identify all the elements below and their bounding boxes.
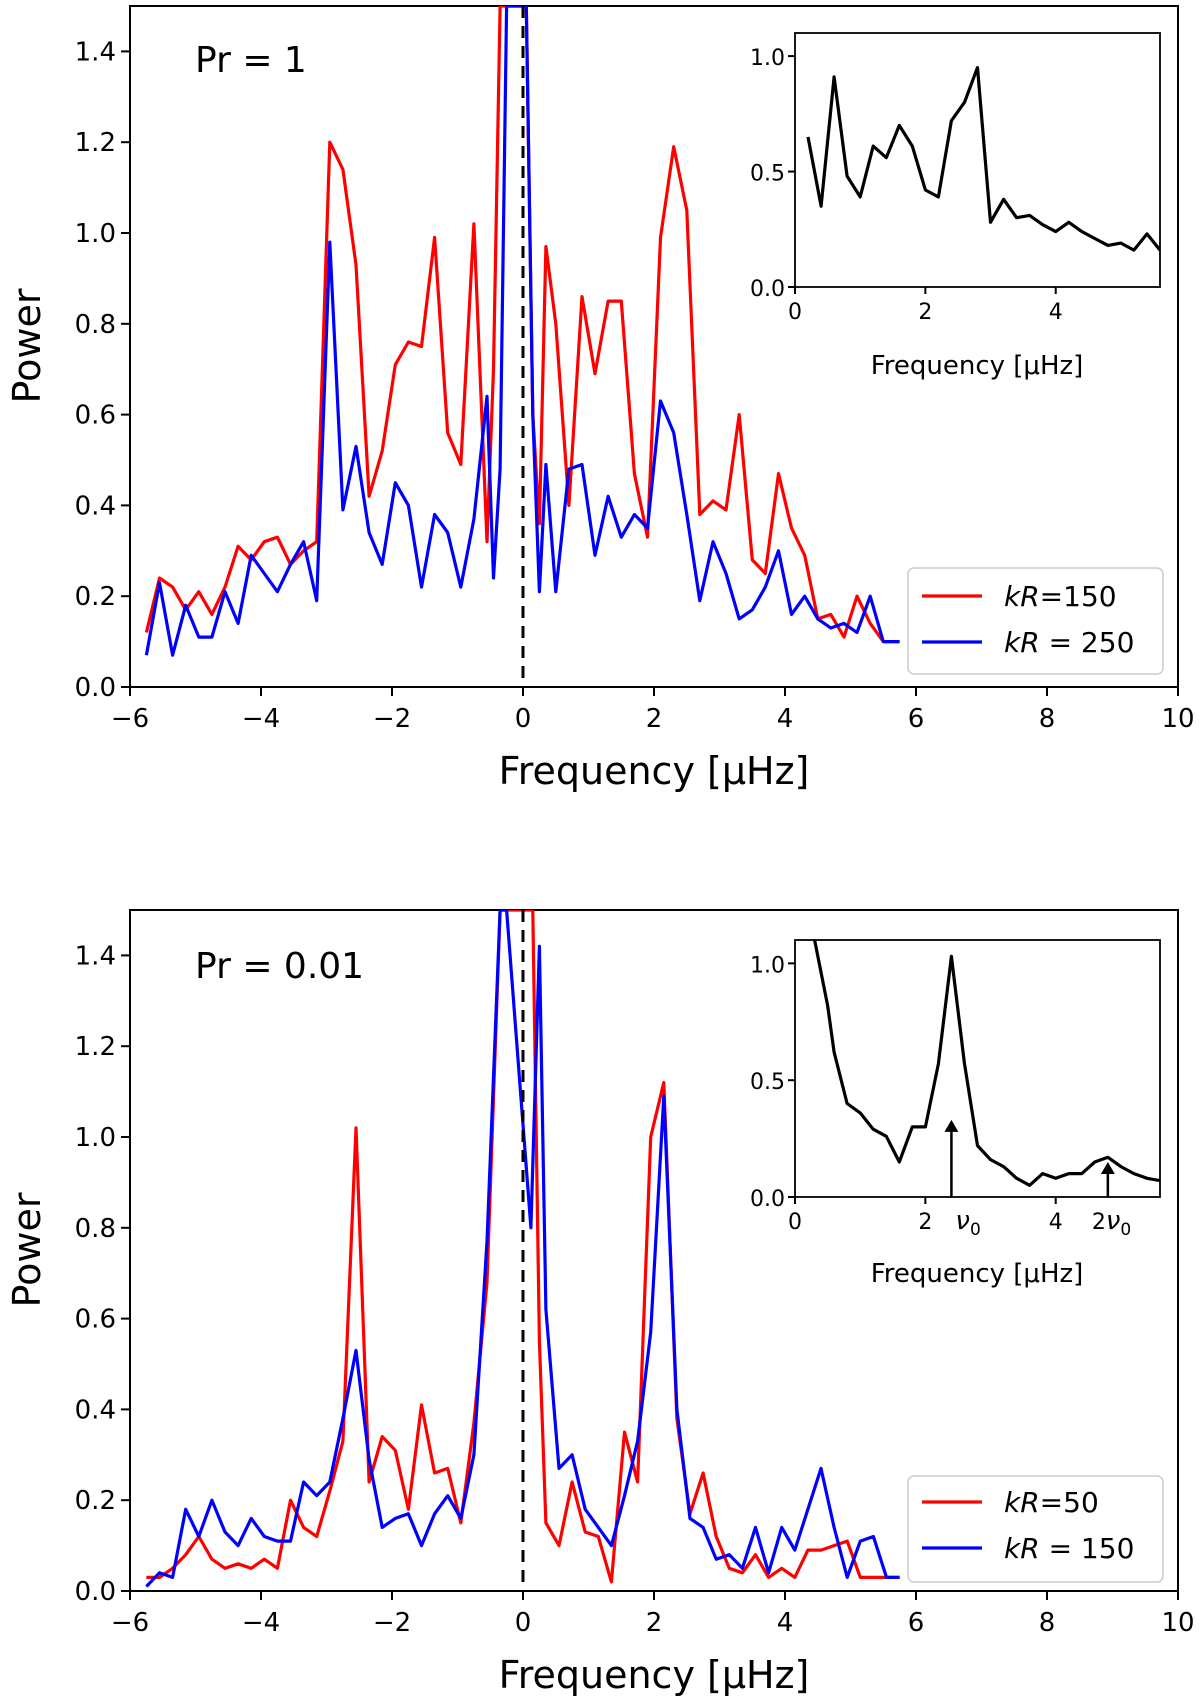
y-tick-label: 1.4 [75, 37, 116, 67]
inset-y-ticks: 0.0 0.5 1.0 [750, 46, 795, 302]
x-tick-label: 4 [777, 1608, 794, 1638]
x-tick-label: 2 [918, 1210, 932, 1235]
y-axis-label: Power [5, 288, 49, 403]
inset-frame [794, 939, 1161, 1198]
inset-spectrum-line [806, 66, 1160, 252]
inset-x-ticks: 0 2 4 [788, 1197, 1063, 1235]
y-tick-label: 0.0 [75, 673, 116, 703]
y-tick-label: 0.8 [75, 310, 116, 340]
x-tick-label: 6 [908, 1608, 925, 1638]
chart-panel-top: 0.0 0.2 0.4 0.6 0.8 1.0 1.2 1.4 −6 −4 −2 0 2 4 6 8 10 P… [5, 5, 1195, 793]
x-tick-label: 2 [918, 300, 932, 325]
legend-label-kr150: kR = 150 [1004, 1532, 1134, 1565]
y-tick-label: 0.6 [75, 1305, 116, 1335]
legend-label-kr50: kR=50 [1004, 1486, 1099, 1519]
y-tick-label: 0.4 [75, 1395, 116, 1425]
x-ticks: −6 −4 −2 0 2 4 6 8 10 [111, 1591, 1195, 1638]
x-tick-label: 6 [908, 704, 925, 734]
annotation-arrow-head [944, 1119, 959, 1132]
legend-label-kr150: kR=150 [1004, 580, 1117, 613]
x-tick-label: −6 [111, 704, 149, 734]
x-tick-label: 4 [777, 704, 794, 734]
y-tick-label: 0.2 [75, 1486, 116, 1516]
x-tick-label: −2 [373, 1608, 411, 1638]
panel-title: Pr = 0.01 [195, 946, 364, 987]
inset-x-axis-label: Frequency [μHz] [871, 351, 1084, 381]
x-ticks: −6 −4 −2 0 2 4 6 8 10 [111, 687, 1195, 734]
x-tick-label: 10 [1161, 1608, 1194, 1638]
y-tick-label: 0.0 [75, 1577, 116, 1607]
y-tick-label: 0.0 [750, 277, 785, 302]
series-line-kr150 [144, 6, 900, 644]
y-tick-label: 1.2 [75, 128, 116, 158]
plot-area [144, 6, 900, 687]
inset-x-axis-label: Frequency [μHz] [871, 1259, 1084, 1289]
y-tick-label: 1.2 [75, 1032, 116, 1062]
plot-area [145, 910, 900, 1591]
x-tick-label: 0 [788, 1210, 802, 1235]
y-tick-label: 1.0 [75, 1123, 116, 1153]
y-tick-label: 0.4 [75, 491, 116, 521]
y-tick-label: 0.5 [750, 1070, 785, 1095]
x-tick-label: −2 [373, 704, 411, 734]
y-tick-label: 1.0 [750, 953, 785, 978]
inset-plot-area [806, 66, 1160, 252]
y-tick-label: 1.0 [750, 46, 785, 71]
inset-spectrum-line [813, 940, 1160, 1187]
x-tick-label: 4 [1049, 300, 1063, 325]
chart-panel-bottom: 0.0 0.2 0.4 0.6 0.8 1.0 1.2 1.4 −6 −4 −2 0 2 4 6 8 10 P… [5, 909, 1195, 1697]
y-ticks: 0.0 0.2 0.4 0.6 0.8 1.0 1.2 1.4 [75, 37, 130, 703]
annotation-label: ν0 [955, 1206, 980, 1240]
inset-chart-top: 0.0 0.5 1.0 0 2 4 Frequency [μHz] [750, 32, 1161, 381]
x-tick-label: 0 [515, 1608, 532, 1638]
y-tick-label: 0.8 [75, 1214, 116, 1244]
series-line-kr50 [146, 910, 900, 1584]
series-line-kr150 [145, 910, 900, 1588]
annotation-arrow-head [1100, 1161, 1115, 1174]
x-tick-label: 10 [1161, 704, 1194, 734]
inset-x-ticks: 0 2 4 [788, 287, 1063, 325]
y-ticks: 0.0 0.2 0.4 0.6 0.8 1.0 1.2 1.4 [75, 941, 130, 1607]
y-tick-label: 1.0 [75, 219, 116, 249]
inset-plot-area [813, 940, 1160, 1187]
y-tick-label: 1.4 [75, 941, 116, 971]
x-tick-label: 4 [1049, 1210, 1063, 1235]
legend: kR=150 kR = 250 [907, 567, 1164, 675]
x-axis-label: Frequency [μHz] [499, 749, 810, 793]
y-tick-label: 0.6 [75, 401, 116, 431]
inset-chart-bottom: 0.0 0.5 1.0 0 2 4 ν0 2ν0 Frequency [μHz] [750, 939, 1161, 1289]
y-tick-label: 0.2 [75, 582, 116, 612]
legend: kR=50 kR = 150 [907, 1475, 1164, 1583]
series-line-kr250 [144, 6, 900, 657]
x-tick-label: 8 [1039, 704, 1056, 734]
y-tick-label: 0.5 [750, 162, 785, 187]
panel-title: Pr = 1 [195, 40, 307, 81]
x-tick-label: 8 [1039, 1608, 1056, 1638]
x-tick-label: −4 [242, 1608, 280, 1638]
annotation-label: 2ν0 [1092, 1206, 1131, 1240]
legend-label-kr250: kR = 250 [1004, 626, 1134, 659]
x-tick-label: 0 [515, 704, 532, 734]
y-axis-label: Power [5, 1192, 49, 1307]
x-tick-label: 2 [646, 704, 663, 734]
x-tick-label: 2 [646, 1608, 663, 1638]
inset-annotations: ν0 2ν0 [944, 1119, 1131, 1240]
x-tick-label: 0 [788, 300, 802, 325]
y-tick-label: 0.0 [750, 1187, 785, 1212]
x-tick-label: −6 [111, 1608, 149, 1638]
inset-y-ticks: 0.0 0.5 1.0 [750, 953, 795, 1212]
x-tick-label: −4 [242, 704, 280, 734]
x-axis-label: Frequency [μHz] [499, 1653, 810, 1697]
